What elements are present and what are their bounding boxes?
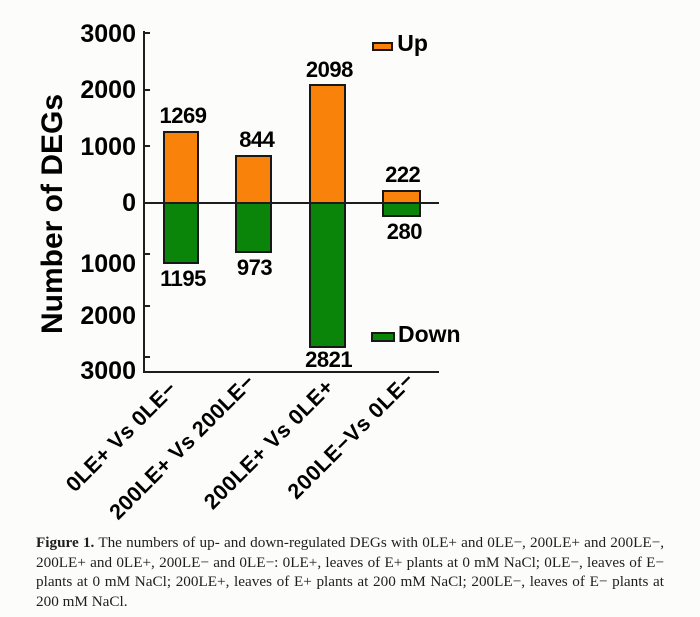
up-value-label-2: 844: [239, 127, 275, 152]
bar-up-1: [162, 130, 199, 203]
up-value-label-3: 2098: [305, 57, 353, 83]
x-tick-label-2: 200LE+ Vs 200LE−: [104, 369, 260, 525]
y-tick-label-2000: 2000: [80, 75, 136, 104]
y-axis-tick: [145, 356, 150, 358]
y-axis-tick: [145, 145, 150, 147]
legend-up-swatch: [371, 42, 393, 51]
x-tick-label-4: 200LE−Vs 0LE−: [282, 367, 419, 504]
caption-line-3: plants at 0 mM NaCl; 200LE+, leaves of E…: [36, 573, 664, 591]
bar-up-3: [308, 83, 347, 203]
legend-down-label: Down: [398, 320, 461, 347]
down-value-label-1: 1195: [160, 265, 206, 291]
bar-down-2: [235, 202, 273, 253]
zero-baseline: [143, 201, 439, 204]
bar-down-3: [308, 202, 347, 348]
bar-down-1: [162, 202, 199, 265]
down-value-label-3: 2821: [305, 346, 353, 372]
x-axis-line: [143, 370, 439, 373]
y-tick-label-1000: 1000: [80, 132, 136, 161]
down-value-label-4: 280: [386, 219, 423, 245]
deg-bar-chart: 3000 2000 1000 0 1000 2000 3000 Number of DEGs…: [35, 19, 461, 524]
caption-figure-label: Figure 1.: [36, 534, 95, 552]
y-tick-label-0: 0: [122, 188, 136, 217]
bar-up-4: [382, 189, 421, 203]
y-axis-tick: [145, 305, 150, 308]
caption-line-2: 200LE+ and 0LE+, 200LE− and 0LE−: 0LE+, …: [36, 553, 664, 571]
y-tick-label--1000: 1000: [80, 249, 136, 278]
y-axis-tick: [145, 253, 150, 256]
legend-up-label: Up: [397, 30, 428, 57]
caption-line-4: 200 mM NaCl.: [36, 592, 128, 610]
y-axis-title: Number of DEGs: [35, 94, 69, 335]
y-axis-tick: [145, 32, 150, 34]
y-axis-tick: [145, 88, 150, 91]
legend-down-swatch: [371, 332, 395, 342]
y-tick-label--3000: 3000: [80, 356, 136, 385]
down-value-label-2: 973: [236, 254, 273, 280]
bar-down-4: [382, 202, 421, 217]
up-value-label-4: 222: [385, 162, 421, 188]
bar-up-2: [235, 154, 273, 203]
caption-line-1-text: The numbers of up- and down-regulated DE…: [98, 534, 664, 552]
y-tick-label--2000: 2000: [80, 301, 136, 330]
caption-line-1: Figure 1. The numbers of up- and down-re…: [36, 533, 664, 552]
figure-caption: Figure 1. The numbers of up- and down-re…: [36, 533, 664, 611]
y-tick-label-3000: 3000: [80, 19, 136, 48]
up-value-label-1: 1269: [159, 103, 207, 128]
